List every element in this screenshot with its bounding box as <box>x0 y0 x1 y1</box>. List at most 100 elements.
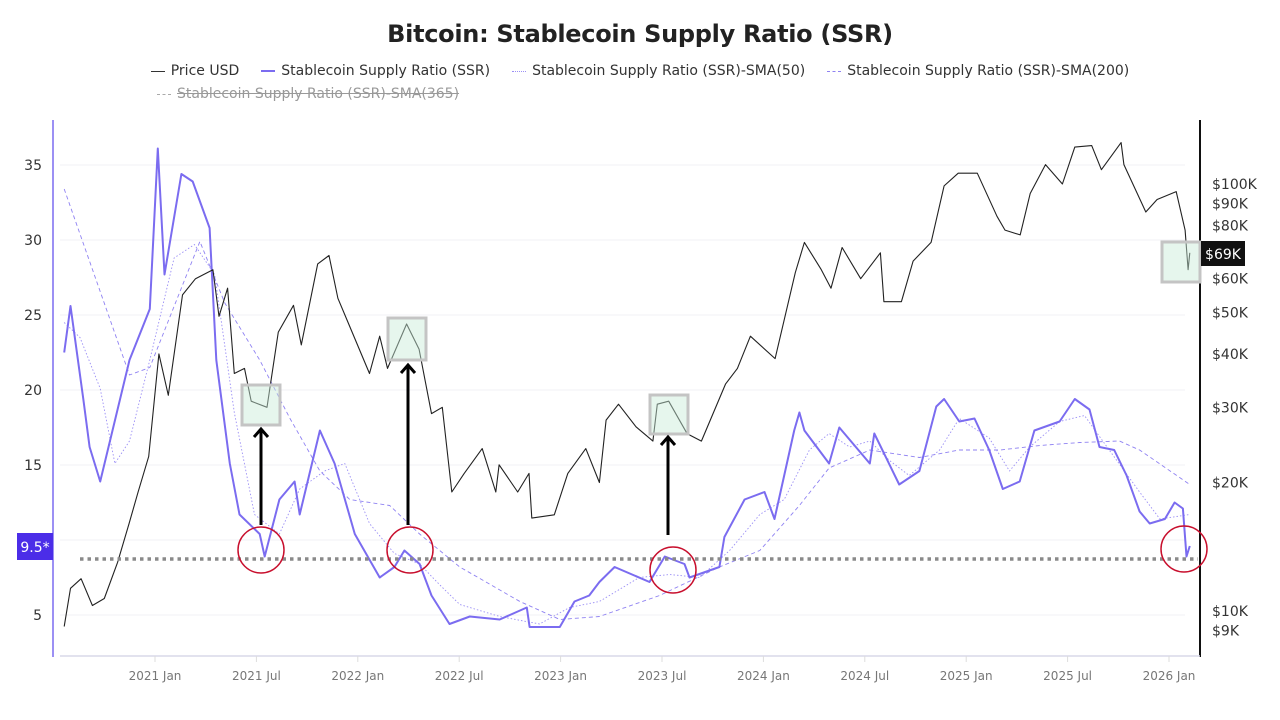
highlight-circle <box>237 526 285 574</box>
price-usd-point <box>528 472 531 475</box>
price-usd-point <box>900 300 903 303</box>
ssr-sma50-point <box>1008 470 1011 473</box>
arrow-up-icon <box>252 426 270 525</box>
price-usd-point <box>316 262 319 265</box>
price-usd-point <box>463 472 466 475</box>
price-usd-point <box>794 271 797 274</box>
ssr-sma200-point <box>1078 441 1081 444</box>
highlight-box <box>386 316 428 362</box>
ssr-point <box>1058 420 1061 423</box>
price-usd-point <box>498 463 501 466</box>
price-usd-point <box>430 412 433 415</box>
price-usd-point <box>516 490 519 493</box>
axis-ticks: 5 15 20 25 30 35 $9K $10K $20K $30K $40K $50K $60K $8… <box>24 158 1257 683</box>
ssr-point <box>498 618 501 621</box>
ssr-sma200-point <box>258 359 261 362</box>
y-right-tick-label: $9K <box>1212 624 1240 640</box>
legend-item-ssr-sma365[interactable]: Stablecoin Supply Ratio (SSR)-SMA(365) <box>157 86 459 102</box>
ssr-point <box>793 429 796 432</box>
ssr-sma50-point <box>78 336 81 339</box>
ssr-point <box>163 273 166 276</box>
highlight-box <box>1160 240 1202 284</box>
price-usd-point <box>80 577 83 580</box>
x-tick-label: 2021 Jan <box>129 669 182 683</box>
ssr-sma50-point <box>393 552 396 555</box>
price-usd-point <box>147 455 150 458</box>
ssr-sma200-point <box>518 600 521 603</box>
ssr-point <box>1001 488 1004 491</box>
ssr-point <box>430 594 433 597</box>
ssr-point <box>1173 501 1176 504</box>
ssr-point <box>99 480 102 483</box>
y-right-tick-label: $60K <box>1212 272 1249 288</box>
ssr-sma50-point <box>368 522 371 525</box>
left-value-marker-label: 9.5* <box>20 540 49 556</box>
legend-item-ssr[interactable]: Stablecoin Supply Ratio (SSR) <box>261 63 490 79</box>
ssr-point <box>215 359 218 362</box>
price-usd-point <box>943 184 946 187</box>
ssr-sma50-point <box>173 257 176 260</box>
price-usd-point <box>976 172 979 175</box>
price-usd-point <box>930 241 933 244</box>
highlight-circle <box>649 546 697 594</box>
ssr-sma50-point <box>458 603 461 606</box>
price-usd-point <box>634 425 637 428</box>
ssr-point <box>688 576 691 579</box>
ssr-point <box>318 429 321 432</box>
price-usd-point <box>194 277 197 280</box>
price-usd-point <box>450 490 453 493</box>
y-left-tick-label: 20 <box>24 383 42 399</box>
ssr-point <box>191 180 194 183</box>
ssr-point <box>293 480 296 483</box>
ssr-sma50-point <box>113 462 116 465</box>
y-left-tick-label: 35 <box>24 158 42 174</box>
legend-swatch <box>150 70 165 72</box>
legend-item-ssr-sma50[interactable]: Stablecoin Supply Ratio (SSR)-SMA(50) <box>512 63 805 79</box>
price-usd-point <box>116 561 119 564</box>
ssr-sma50-point <box>988 437 991 440</box>
price-usd-point <box>481 447 484 450</box>
arrows <box>252 362 677 535</box>
price-usd-point <box>584 447 587 450</box>
ssr-sma50-point <box>668 573 671 576</box>
price-usd-point <box>243 367 246 370</box>
ssr-sma200-point <box>198 240 201 243</box>
price-usd-point <box>859 277 862 280</box>
ssr-point <box>1148 522 1151 525</box>
legend-item-ssr-sma200[interactable]: Stablecoin Supply Ratio (SSR)-SMA(200) <box>827 63 1129 79</box>
price-usd-point <box>553 513 556 516</box>
highlight-box <box>240 383 282 427</box>
legend-label: Stablecoin Supply Ratio (SSR) <box>281 63 491 79</box>
ssr-sma200-point <box>388 504 391 507</box>
price-usd-point <box>1144 210 1147 213</box>
price-usd-line <box>63 142 1191 627</box>
ssr-point <box>773 518 776 521</box>
ssr-point <box>1138 510 1141 513</box>
y-left-tick-label: 5 <box>33 608 42 624</box>
legend-label: Stablecoin Supply Ratio (SSR)-SMA(50) <box>532 63 806 79</box>
ssr-point <box>525 606 528 609</box>
ssr-point <box>918 470 921 473</box>
price-usd-point <box>1073 146 1076 149</box>
ssr-point <box>278 498 281 501</box>
price-usd-point <box>957 172 960 175</box>
ssr-sma200-point <box>1118 440 1121 443</box>
ssr-point <box>378 576 381 579</box>
ssr-point <box>935 405 938 408</box>
price-usd-point <box>1019 233 1022 236</box>
ssr-point <box>573 600 576 603</box>
x-tick-label: 2022 Jan <box>331 669 384 683</box>
price-usd-point <box>736 367 739 370</box>
price-usd-point <box>69 587 72 590</box>
ssr-point <box>988 449 991 452</box>
ssr-point <box>468 615 471 618</box>
legend-item-price-usd[interactable]: Price USD <box>150 63 239 79</box>
ssr-sma50-point <box>728 549 731 552</box>
price-usd-point <box>441 406 444 409</box>
x-tick-label: 2023 Jul <box>638 669 687 683</box>
ssr-point <box>1088 408 1091 411</box>
price-usd-point <box>1120 141 1123 144</box>
price-usd-point <box>277 331 280 334</box>
x-tick-label: 2022 Jul <box>435 669 484 683</box>
